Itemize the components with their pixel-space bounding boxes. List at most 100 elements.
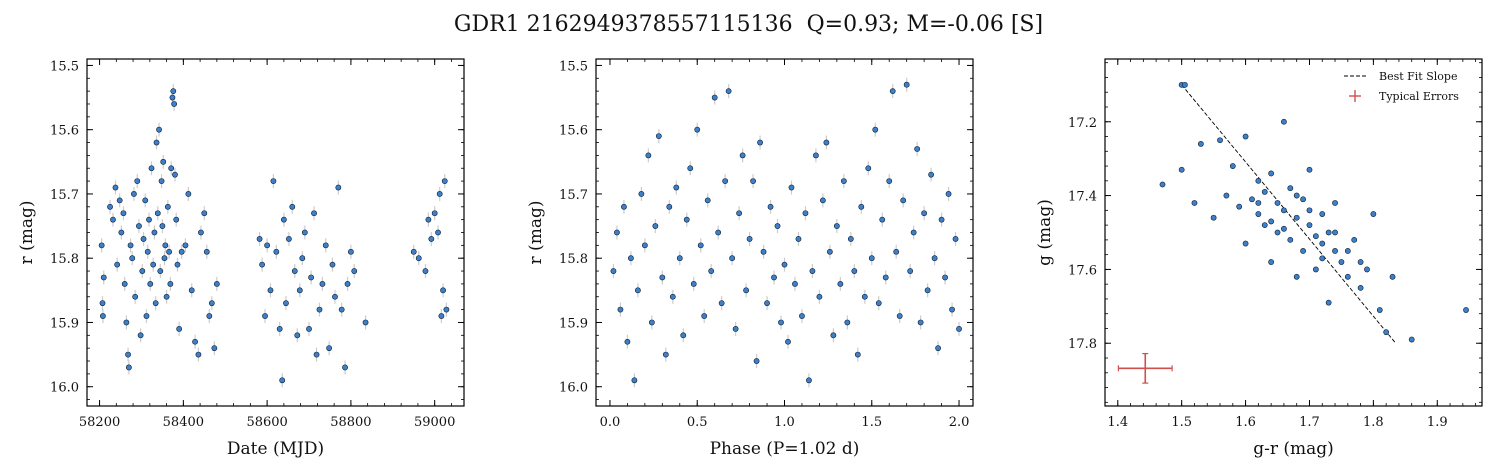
data-point — [156, 126, 162, 133]
data-point — [809, 268, 816, 274]
data-point — [1332, 200, 1338, 206]
data-point — [143, 313, 150, 319]
x-axis-label: Phase (P=1.02 d) — [710, 439, 860, 459]
data-point — [673, 184, 680, 191]
data-point — [118, 229, 125, 236]
data-point — [1376, 307, 1383, 313]
legend: Best Fit Slope Typical Errors — [1344, 70, 1459, 103]
data-point — [830, 332, 837, 339]
data-point — [851, 268, 858, 274]
plot-area — [98, 84, 450, 388]
data-point — [137, 332, 144, 339]
data-point — [188, 287, 195, 294]
y-tick-label: 17.2 — [1068, 116, 1097, 131]
data-point — [914, 146, 921, 152]
data-point — [276, 325, 283, 332]
data-point — [131, 191, 137, 197]
data-point — [1223, 192, 1230, 199]
data-point — [792, 281, 798, 287]
data-point — [139, 268, 146, 274]
data-point — [169, 94, 176, 101]
color-magnitude-panel: 1.4 1.5 1.6 1.7 1.8 1.9 17.2 17.4 17.6 17.8 g-r (m… — [1035, 58, 1483, 459]
data-point — [1255, 200, 1262, 206]
data-point — [921, 210, 928, 217]
data-point — [1210, 214, 1217, 221]
data-point — [826, 248, 833, 255]
x-tick-label: 2.0 — [949, 415, 970, 430]
y-tick-label: 16.0 — [559, 381, 588, 396]
x-tick-label: 1.8 — [1363, 415, 1384, 430]
x-tick-label: 1.5 — [1171, 415, 1192, 430]
data-point — [114, 261, 121, 268]
data-point — [316, 306, 323, 313]
best-fit-line — [1181, 84, 1397, 344]
data-point — [711, 94, 718, 101]
data-point — [158, 178, 165, 184]
data-point — [443, 306, 450, 313]
data-point — [795, 236, 802, 242]
data-point — [438, 313, 445, 319]
axes-frame — [1104, 58, 1483, 407]
data-point — [154, 210, 161, 217]
data-point — [441, 178, 448, 184]
data-point — [952, 236, 959, 242]
data-point — [746, 236, 753, 242]
data-point — [910, 229, 917, 236]
data-point — [924, 287, 931, 294]
data-point — [659, 274, 666, 281]
data-point — [1261, 188, 1268, 195]
data-point — [319, 281, 326, 287]
data-point — [270, 178, 277, 184]
data-point — [425, 216, 432, 223]
data-point — [1274, 200, 1281, 206]
data-point — [150, 261, 157, 268]
data-point — [264, 242, 271, 249]
data-point — [299, 255, 306, 262]
data-point — [1217, 137, 1223, 144]
data-point — [112, 184, 119, 191]
data-point — [107, 203, 113, 210]
data-point — [159, 223, 166, 229]
data-point — [1274, 229, 1281, 236]
data-point — [1306, 207, 1313, 214]
data-point — [949, 306, 955, 313]
data-point — [1261, 222, 1268, 229]
x-axis-label: Date (MJD) — [227, 439, 324, 459]
data-point — [120, 210, 127, 217]
data-point — [306, 325, 312, 332]
ticks — [1104, 59, 1482, 406]
data-point — [136, 223, 142, 229]
data-point — [192, 338, 198, 345]
data-point — [799, 313, 805, 319]
data-point — [1159, 181, 1166, 188]
data-point — [931, 255, 938, 262]
data-point — [614, 229, 620, 236]
y-tick-label: 17.6 — [1068, 263, 1097, 278]
data-point — [436, 191, 443, 197]
data-point — [956, 325, 962, 332]
x-tick-label: 1.0 — [774, 415, 795, 430]
data-point — [153, 139, 160, 146]
data-point — [1364, 266, 1370, 273]
data-point — [1255, 177, 1262, 184]
data-point — [694, 126, 701, 133]
data-point — [362, 319, 369, 326]
x-tick-label: 0.0 — [600, 415, 621, 430]
data-point — [858, 203, 865, 210]
data-point — [121, 281, 128, 287]
data-point — [206, 313, 213, 319]
data-point — [182, 242, 189, 249]
data-point — [1319, 255, 1326, 262]
data-point — [208, 300, 215, 307]
y-tick-label: 15.5 — [559, 59, 588, 74]
data-point — [1293, 192, 1300, 199]
data-point — [875, 300, 882, 307]
data-point — [764, 300, 770, 307]
data-point — [725, 88, 732, 95]
y-tick-label: 17.4 — [1068, 190, 1097, 205]
data-point — [1287, 185, 1294, 192]
y-tick-label: 15.8 — [50, 252, 79, 267]
data-point — [1229, 163, 1236, 169]
data-point — [198, 229, 204, 236]
data-point — [178, 248, 185, 255]
